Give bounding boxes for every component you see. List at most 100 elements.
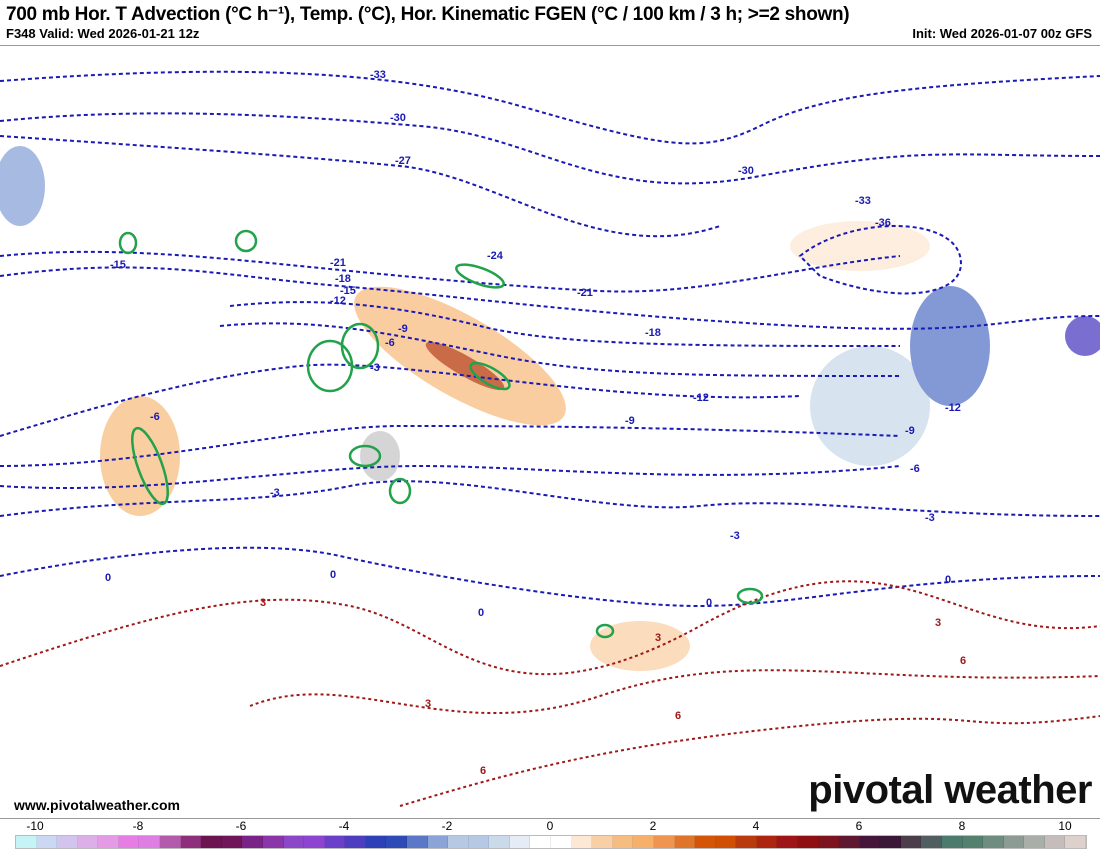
contour-label: 0 [945, 574, 951, 586]
contour-label: -6 [150, 411, 160, 423]
colorbar-swatch [818, 836, 840, 848]
contour-label: -21 [577, 287, 593, 299]
contour-label: -9 [625, 415, 635, 427]
colorbar-swatch [839, 836, 860, 848]
contour-label: 3 [655, 632, 661, 644]
colorbar-swatch [406, 836, 428, 848]
colorbar-swatch [674, 836, 696, 848]
advection-shading [0, 146, 1100, 671]
colorbar-swatch [1065, 836, 1087, 848]
website-label: www.pivotalweather.com [14, 797, 180, 813]
colorbar-tick-label: 0 [546, 819, 554, 833]
fgen-contours [118, 229, 764, 639]
valid-time: F348 Valid: Wed 2026-01-21 12z [6, 26, 200, 41]
colorbar-swatch [1024, 836, 1045, 848]
init-time: Init: Wed 2026-01-07 00z GFS [912, 26, 1092, 41]
contour-label: -33 [370, 69, 386, 81]
colorbar-swatch [1044, 836, 1066, 848]
colorbar-tick-label: -4 [338, 819, 350, 833]
colorbar-tick-label: 4 [752, 819, 760, 833]
contour-label: -21 [330, 257, 346, 269]
contour-label: -30 [390, 112, 406, 124]
colorbar-swatch [324, 836, 346, 848]
weather-map[interactable]: -33-30-27-30-33-36-24-21-21-18-18-15-15-… [0, 45, 1100, 819]
map-title: 700 mb Hor. T Advection (°C h⁻¹), Temp. … [6, 4, 850, 25]
colorbar-swatch [592, 836, 613, 848]
colorbar-swatch [962, 836, 984, 848]
colorbar-swatch [427, 836, 449, 848]
colorbar-swatch [448, 836, 469, 848]
colorbar-swatch [16, 836, 37, 848]
colorbar-swatch [571, 836, 593, 848]
contour-label: 0 [706, 597, 712, 609]
colorbar-swatch [983, 836, 1004, 848]
contour-label: 3 [260, 597, 266, 609]
contour-label: 3 [935, 617, 941, 629]
colorbar-tick-label: -6 [235, 819, 247, 833]
contour-label: -12 [330, 295, 346, 307]
colorbar-swatch [345, 836, 366, 848]
colorbar-swatch [304, 836, 325, 848]
colorbar-swatch [921, 836, 943, 848]
colorbar-tick-label: 2 [649, 819, 657, 833]
colorbar-swatch [736, 836, 757, 848]
contour-label: -3 [270, 487, 280, 499]
colorbar-swatch [118, 836, 140, 848]
colorbar-swatch [509, 836, 531, 848]
contour-labels: -33-30-27-30-33-36-24-21-21-18-18-15-15-… [105, 69, 966, 777]
contour-label: -27 [395, 155, 411, 167]
colorbar-swatch [756, 836, 778, 848]
contour-label: -18 [335, 273, 351, 285]
contour-label: -6 [910, 463, 920, 475]
colorbar-swatch [715, 836, 737, 848]
colorbar-swatch [880, 836, 901, 848]
contour-label: -33 [855, 195, 871, 207]
contour-label: -3 [730, 530, 740, 542]
colorbar-swatch [797, 836, 819, 848]
contour-label: -9 [398, 323, 408, 335]
colorbar-swatch [283, 836, 305, 848]
colorbar-swatch [365, 836, 387, 848]
colorbar-swatch [612, 836, 634, 848]
contour-label: 0 [478, 607, 484, 619]
colorbar-swatch [262, 836, 284, 848]
contour-label: -24 [487, 250, 504, 262]
colorbar-swatch [242, 836, 263, 848]
contour-label: 0 [330, 569, 336, 581]
temperature-contours [0, 70, 1100, 807]
colorbar-swatch [468, 836, 490, 848]
contour-label: -3 [370, 362, 380, 374]
colorbar-swatch [36, 836, 58, 848]
contour-label: -3 [925, 512, 935, 524]
colorbar-tick-label: 10 [1058, 819, 1072, 833]
colorbar [15, 835, 1087, 849]
colorbar-swatch [180, 836, 202, 848]
pivotal-weather-logo: pivotal weather [808, 768, 1092, 812]
contour-label: -9 [905, 425, 915, 437]
colorbar-swatch [489, 836, 510, 848]
colorbar-tick-label: -8 [132, 819, 144, 833]
contour-label: -12 [945, 402, 961, 414]
colorbar-tick-label: -2 [441, 819, 453, 833]
contour-label: 0 [105, 572, 111, 584]
colorbar-swatch [942, 836, 963, 848]
contour-label: -36 [875, 217, 891, 229]
colorbar-swatch [551, 836, 572, 848]
colorbar-swatch [57, 836, 78, 848]
colorbar-swatch [900, 836, 922, 848]
colorbar-swatch [653, 836, 675, 848]
contour-label: 3 [425, 698, 431, 710]
contour-label: 6 [960, 655, 966, 667]
contour-label: -15 [340, 285, 356, 297]
colorbar-swatch [695, 836, 716, 848]
colorbar-swatch [160, 836, 181, 848]
contour-label: -18 [645, 327, 661, 339]
colorbar-swatch [98, 836, 119, 848]
contour-label: -6 [385, 337, 395, 349]
colorbar-swatch [77, 836, 99, 848]
colorbar-ticks: -10 -8 -6 -4 -2 0 2 4 6 8 10 [0, 819, 1100, 833]
colorbar-swatch [201, 836, 222, 848]
colorbar-swatch [633, 836, 654, 848]
contour-label: -12 [693, 392, 709, 404]
colorbar-swatch [1003, 836, 1025, 848]
